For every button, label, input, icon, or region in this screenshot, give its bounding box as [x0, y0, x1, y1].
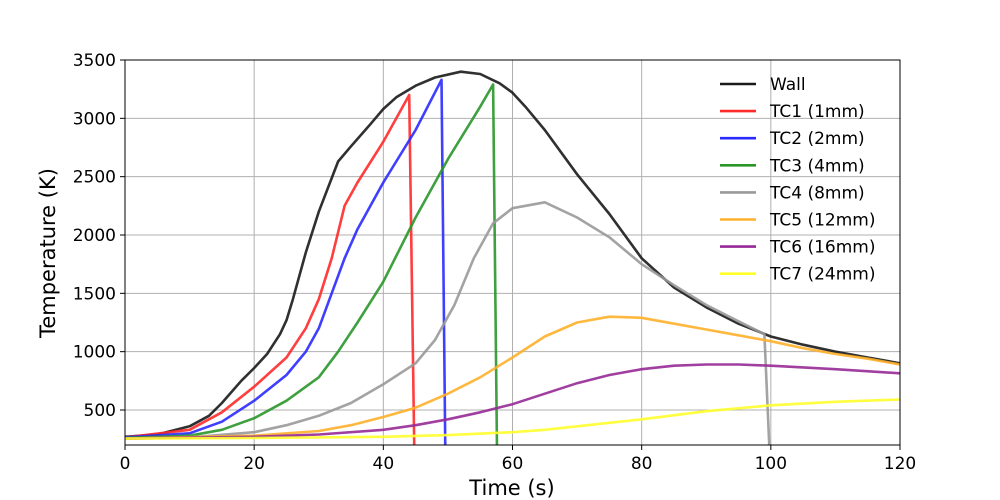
series-line-4 — [125, 201, 771, 445]
legend-entry: TC3 (4mm) — [769, 156, 865, 176]
series-line-3 — [125, 83, 499, 445]
x-tick-label: 20 — [243, 454, 265, 474]
series-line-1 — [125, 93, 416, 445]
x-axis-label: Time (s) — [468, 476, 554, 500]
legend-entry: TC4 (8mm) — [769, 183, 865, 203]
y-tick-label: 3000 — [73, 109, 116, 129]
y-tick-label: 2000 — [73, 226, 116, 246]
legend: Wall TC1 (1mm) TC2 (2mm) TC3 (4mm) TC4 (8mm)… — [720, 75, 876, 285]
y-tick-label: 1000 — [73, 343, 116, 363]
series-line-2 — [125, 78, 447, 445]
series-line-5 — [125, 315, 900, 440]
legend-entry: TC1 (1mm) — [769, 102, 865, 122]
y-axis-label: Temperature (K) — [36, 168, 60, 339]
series-lines — [125, 70, 900, 445]
series-line-7 — [125, 398, 900, 440]
axis-ticks: 0 20 40 60 80 100 120 500 1000 1500 2000 2500 3000 35… — [73, 51, 916, 474]
y-tick-label: 3500 — [73, 51, 116, 71]
y-tick-label: 1500 — [73, 284, 116, 304]
x-tick-label: 40 — [373, 454, 395, 474]
x-tick-label: 100 — [755, 454, 787, 474]
legend-entry: TC7 (24mm) — [769, 265, 876, 285]
x-tick-label: 60 — [502, 454, 524, 474]
series-line-0 — [125, 70, 900, 439]
y-tick-label: 2500 — [73, 168, 116, 188]
legend-entry: Wall — [770, 75, 806, 95]
legend-entry: TC6 (16mm) — [769, 238, 876, 258]
legend-entry: TC5 (12mm) — [769, 211, 876, 231]
legend-entry: TC2 (2mm) — [769, 129, 865, 149]
x-tick-label: 120 — [884, 454, 916, 474]
x-tick-label: 0 — [120, 454, 131, 474]
y-tick-label: 500 — [84, 401, 116, 421]
series-line-6 — [125, 363, 900, 440]
x-tick-label: 80 — [631, 454, 653, 474]
